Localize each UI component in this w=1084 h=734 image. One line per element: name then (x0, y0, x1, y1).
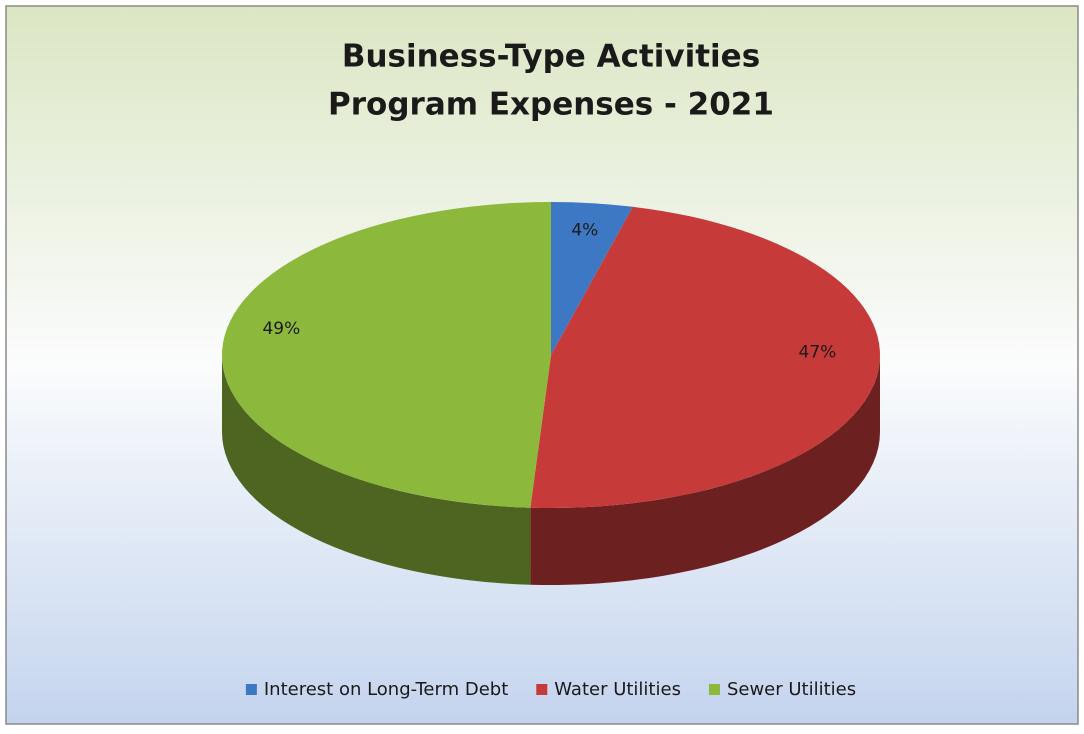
legend-label: Sewer Utilities (727, 679, 856, 700)
chart-title: Program Expenses - 2021 (328, 87, 774, 123)
slice-top (551, 202, 633, 355)
legend-label: Water Utilities (554, 679, 681, 700)
legend-label: Interest on Long-Term Debt (264, 679, 508, 700)
slice (551, 202, 633, 355)
data-label: 4% (571, 221, 598, 241)
data-label: 49% (262, 319, 300, 339)
slice (222, 202, 552, 585)
data-label: 47% (799, 343, 837, 363)
legend-swatch (536, 684, 548, 695)
legend-swatch (708, 684, 720, 695)
slice-top (222, 202, 552, 508)
slice-side (222, 355, 531, 585)
slice (530, 206, 880, 585)
legend-swatch (245, 684, 257, 695)
slice-side (530, 355, 880, 585)
chart-title: Business-Type Activities (342, 39, 760, 75)
slice-top (530, 206, 880, 509)
